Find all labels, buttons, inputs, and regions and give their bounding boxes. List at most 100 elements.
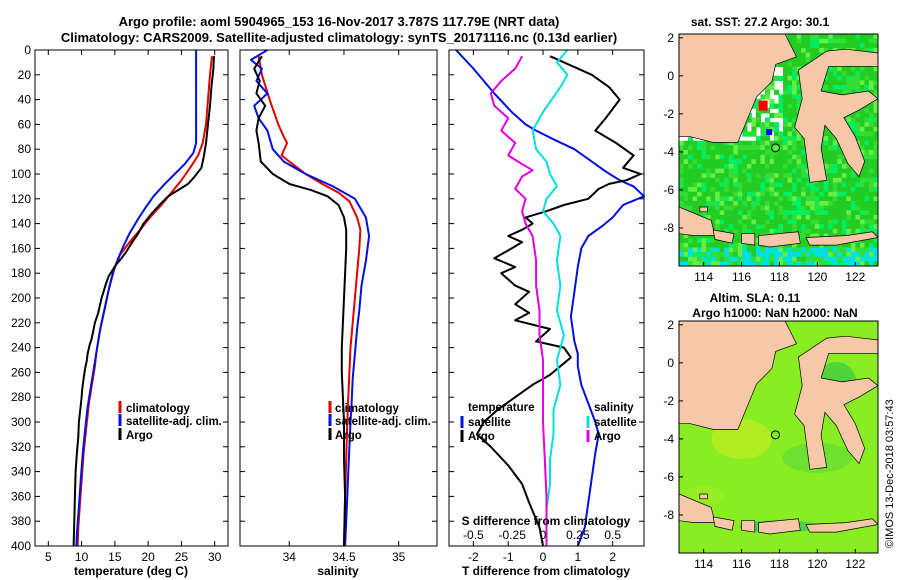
sst-pixel (792, 34, 798, 40)
sst-pixel (778, 196, 784, 202)
sst-pixel (760, 108, 766, 114)
sst-pixel (796, 150, 802, 156)
sst-pixel (801, 57, 807, 63)
sst-pixel (837, 154, 843, 160)
sst-pixel (746, 242, 752, 249)
sst-pixel (778, 173, 784, 179)
sst-pixel (728, 214, 734, 221)
sst-pixel (837, 191, 843, 197)
sst-pixel (837, 201, 843, 207)
sst-pixel (828, 196, 834, 202)
sst-pixel (801, 252, 807, 258)
sst-pixel (688, 187, 694, 193)
sst-pixel (719, 219, 725, 225)
sst-pixel (832, 89, 838, 95)
sst-pixel (778, 210, 784, 216)
sst-pixel (841, 224, 847, 230)
sst-pixel (796, 103, 802, 109)
sst-pixel (819, 145, 825, 151)
sst-pixel (728, 163, 734, 170)
sst-pixel (733, 201, 739, 207)
map-frame (678, 320, 879, 554)
sst-pixel (751, 214, 757, 221)
sst-pixel (832, 163, 838, 170)
sst-pixel (868, 173, 875, 179)
sst-pixel (783, 214, 789, 221)
sst-pixel (688, 256, 694, 262)
sst-pixel (715, 252, 721, 258)
sst-pixel (733, 228, 739, 235)
sst-pixel (783, 117, 789, 123)
sst-pixel (773, 177, 780, 184)
sst-pixel (719, 214, 725, 221)
sst-pixel (760, 191, 766, 197)
sst-pixel (823, 159, 829, 165)
sst-pixel (841, 80, 847, 86)
sst-pixel (719, 191, 725, 197)
x-top-tick-label: 0.25 (566, 528, 590, 542)
sst-pixel (859, 131, 866, 137)
sst-pixel (828, 256, 834, 262)
sst-pixel (868, 75, 875, 81)
sst-pixel (692, 168, 698, 174)
sst-pixel (701, 233, 707, 239)
sst-pixel (773, 228, 780, 235)
sst-pixel (737, 261, 743, 266)
sst-pixel (873, 238, 878, 244)
sst-pixel (760, 131, 766, 137)
sst-pixel (783, 177, 789, 184)
difference-xlabel: T difference from climatology (462, 564, 630, 578)
sst-pixel (859, 261, 866, 266)
sst-pixel (819, 210, 825, 216)
sst-pixel (837, 145, 843, 151)
sst-pixel (850, 43, 856, 49)
land-mass (794, 48, 878, 183)
sst-pixel (859, 75, 866, 81)
sst-pixel (697, 233, 703, 239)
plot-frame (34, 49, 229, 547)
legend-temp-satellite-label: satellite (468, 417, 511, 429)
sst-pixel (688, 261, 694, 266)
sst-pixel (755, 136, 762, 142)
sst-pixel (873, 163, 878, 170)
sst-pixel (850, 173, 856, 179)
sst-pixel (864, 103, 870, 109)
sst-pixel (841, 182, 847, 188)
sst-pixel (742, 247, 748, 253)
sst-pixel (796, 94, 802, 100)
sst-pixel (868, 85, 875, 91)
sst-pixel (792, 103, 798, 109)
sst-pixel (742, 228, 748, 235)
sst-pixel (783, 219, 789, 225)
sst-pixel (692, 163, 698, 170)
sst-pixel (764, 252, 771, 258)
sst-pixel (787, 85, 793, 91)
sst-pixel (755, 214, 762, 221)
sst-pixel (850, 252, 856, 258)
sst-pixel (787, 122, 793, 128)
sst-pixel (773, 187, 780, 193)
sst-pixel (764, 173, 771, 179)
sst-pixel (715, 177, 721, 184)
sst-pixel (792, 75, 798, 81)
sst-pixel (706, 233, 712, 239)
land-mass (679, 493, 716, 523)
sst-pixel (814, 201, 820, 207)
sst-pixel (719, 140, 725, 146)
sst-pixel (755, 103, 762, 109)
sst-pixel (792, 205, 798, 211)
sst-pixel (801, 196, 807, 202)
sst-pixel (837, 256, 843, 262)
sst-pixel (837, 173, 843, 179)
sst-pixel (801, 228, 807, 235)
sst-pixel (868, 256, 875, 262)
sst-pixel (868, 126, 875, 133)
sst-pixel (733, 191, 739, 197)
sst-pixel (724, 224, 730, 230)
sst-pixel (683, 150, 689, 156)
sst-pixel (810, 201, 816, 207)
series-line-t-satellite (455, 49, 645, 547)
sst-pixel (787, 145, 793, 151)
sst-pixel (773, 122, 780, 128)
sst-pixel (737, 228, 743, 235)
